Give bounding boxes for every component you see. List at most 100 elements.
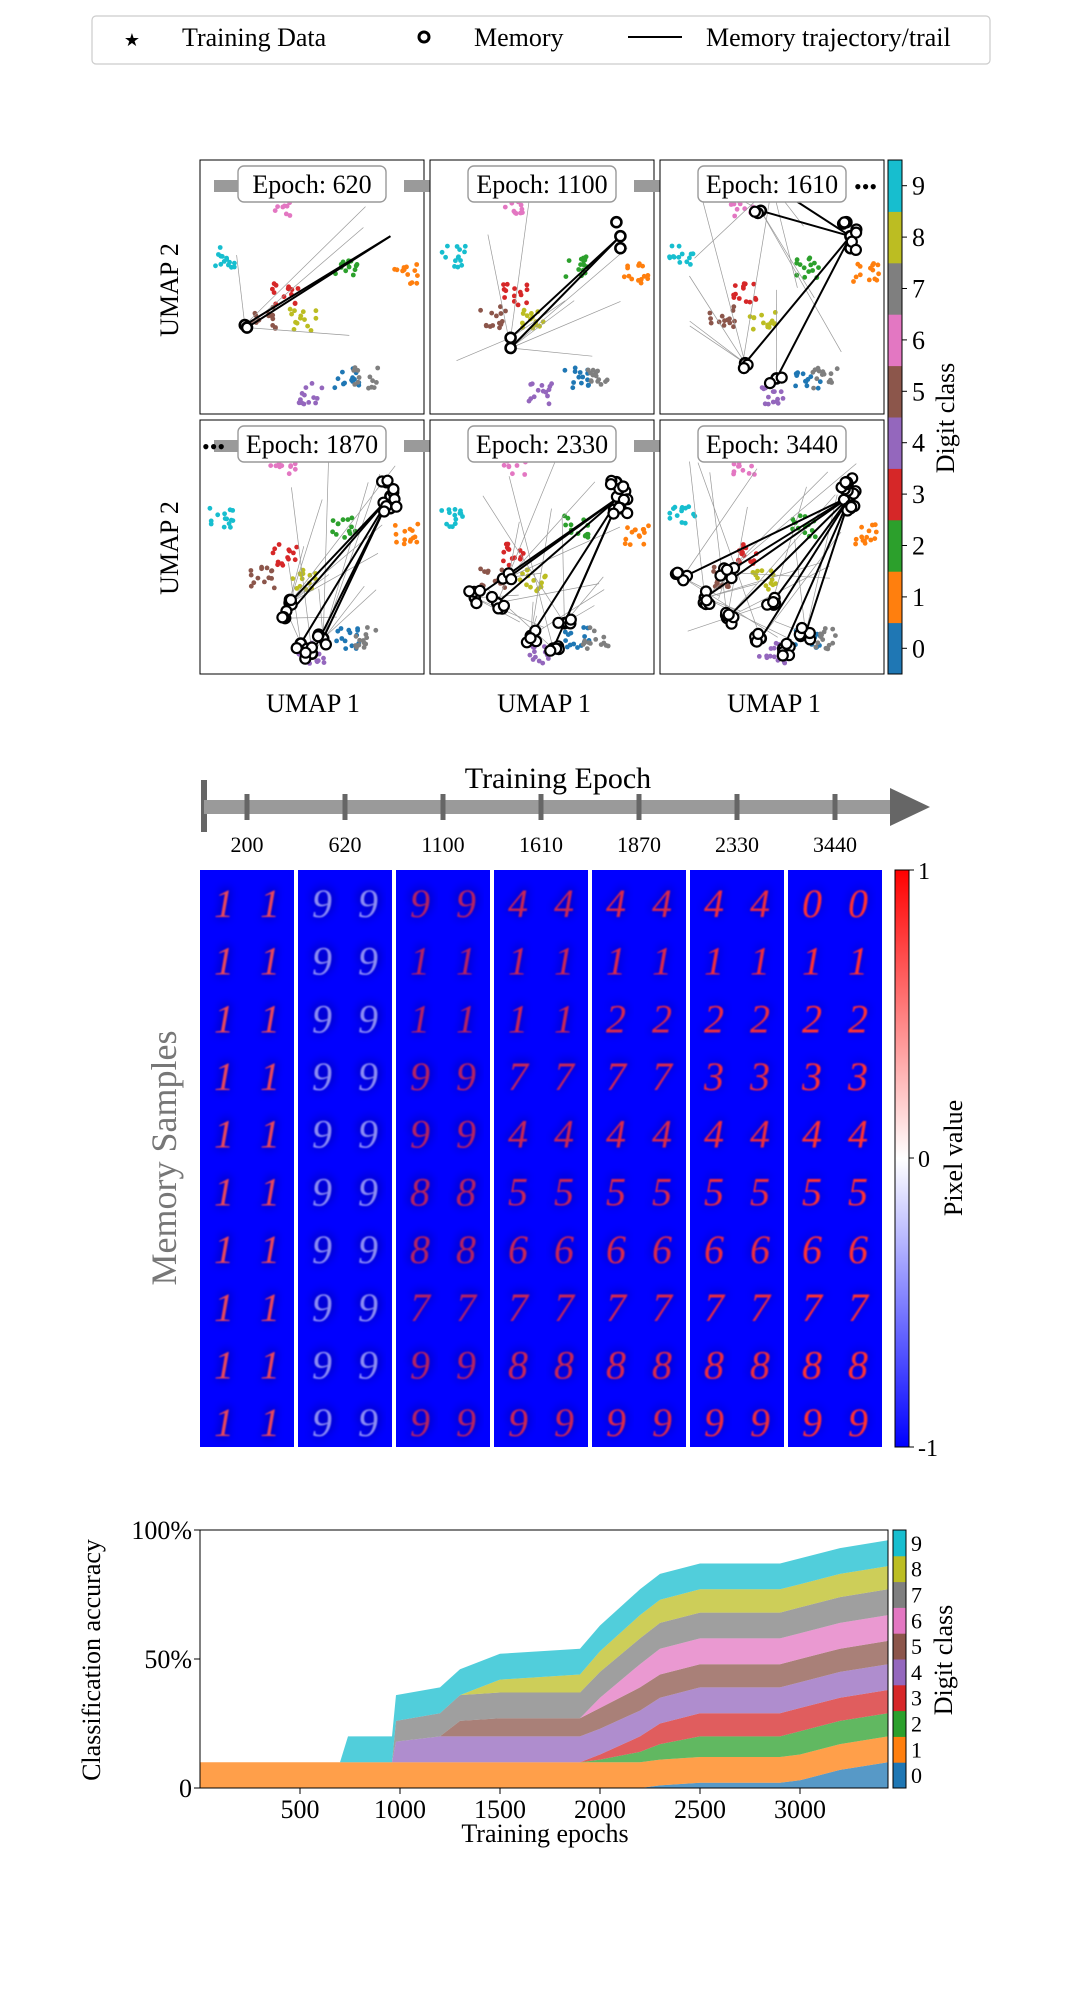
colorbar-tick-label: 4 (912, 429, 925, 458)
memory-sample-halo: 1 (259, 1224, 281, 1273)
training-data-point (819, 372, 825, 377)
training-data-point (576, 267, 582, 272)
memory-trail-faint (497, 583, 600, 604)
memory-trail-faint (456, 337, 511, 362)
training-data-point (458, 508, 463, 514)
training-data-point (806, 269, 812, 274)
memory-sample-halo: 9 (311, 1224, 333, 1273)
memory-sample-digit: 6 (554, 1227, 574, 1272)
memory-sample-halo: 7 (409, 1282, 433, 1331)
training-data-point (353, 633, 359, 639)
training-data-point (582, 634, 587, 639)
training-data-point (834, 366, 840, 372)
memory-trail-faint (530, 508, 552, 636)
memory-sample-digit: 9 (410, 881, 430, 926)
memory-trail-faint (530, 589, 605, 637)
memory-sample-digit: 5 (802, 1169, 822, 1214)
training-data-point (626, 273, 632, 279)
colorbar-swatch-5 (888, 365, 902, 418)
training-data-point (598, 642, 604, 647)
memory-sample-halo: 5 (749, 1166, 771, 1215)
umap-panel-frame (199, 419, 425, 675)
sample-column (396, 870, 490, 1447)
training-data-point (684, 259, 690, 265)
umap-colorbar: 0 1 2 3 4 5 6 7 8 9 (887, 159, 925, 675)
training-data-point (751, 281, 757, 287)
training-data-point (793, 383, 798, 389)
memory-trail-faint (699, 191, 746, 364)
training-data-point (346, 264, 352, 270)
training-data-point (803, 378, 808, 384)
memory-sample-halo: 5 (507, 1166, 529, 1215)
memory-sample-digit: 4 (652, 881, 672, 926)
memory-sample-halo: 9 (455, 1051, 477, 1100)
memory-sample-digit: 0 (848, 881, 868, 926)
training-data-point (571, 641, 577, 647)
memory-sample-halo: 9 (311, 1109, 333, 1158)
acc-colorbar-tick-label: 5 (911, 1634, 922, 1659)
memory-sample-digit: 1 (214, 881, 234, 926)
training-data-point (731, 292, 736, 298)
memory-sample-halo: 4 (507, 878, 529, 927)
training-data-point (218, 261, 224, 267)
training-data-point (581, 262, 587, 268)
training-data-point (761, 320, 766, 326)
training-data-point (401, 541, 407, 547)
memory-sample-digit: 9 (312, 1112, 332, 1157)
continuation-dots: ••• (854, 174, 877, 199)
memory-sample-digit: 1 (456, 939, 476, 984)
training-data-point (515, 302, 521, 308)
memory-sample-digit: 8 (802, 1342, 822, 1387)
training-data-point (518, 202, 524, 208)
memory-sample-digit: 5 (554, 1169, 574, 1214)
training-data-point (546, 387, 552, 393)
training-data-point (286, 471, 292, 477)
training-data-point (721, 323, 727, 328)
training-data-point (598, 382, 604, 387)
accuracy-area-class-6 (200, 1615, 888, 1763)
memory-point (607, 507, 620, 520)
memory-sample-halo: 9 (357, 993, 379, 1042)
acc-colorbar-tick-label: 2 (911, 1712, 922, 1737)
training-data-point (731, 304, 737, 310)
memory-sample-halo: 7 (553, 1051, 577, 1100)
memory-sample-halo: 8 (455, 1166, 477, 1215)
umap-colorbar-label: Digit class (931, 363, 960, 474)
memory-sample-digit: 1 (606, 939, 626, 984)
training-data-point (872, 536, 878, 541)
memory-trail-faint (487, 234, 511, 349)
training-data-point (830, 626, 836, 632)
training-data-point (275, 204, 280, 209)
training-data-point (812, 260, 817, 266)
memory-trail-faint (285, 616, 337, 619)
training-data-point (502, 204, 508, 210)
memory-trail-faint (726, 471, 829, 573)
accuracy-area-class-3 (200, 1690, 888, 1763)
training-data-point (287, 548, 292, 554)
memory-sample-halo: 6 (507, 1224, 529, 1273)
memory-sample-digit: 9 (410, 1112, 430, 1157)
colorbar-swatch-9 (888, 160, 902, 212)
epoch-label: Epoch: 3440 (706, 430, 838, 459)
memory-sample-digit: 1 (260, 996, 280, 1041)
memory-sample-halo: 4 (703, 1109, 725, 1158)
training-data-point (802, 274, 808, 280)
training-data-point (804, 383, 810, 389)
training-data-point (571, 380, 576, 385)
acc-colorbar-tick-label: 1 (911, 1737, 922, 1762)
acc-colorbar-swatch-9 (893, 1530, 906, 1557)
memory-point (838, 216, 851, 229)
training-data-point (759, 568, 765, 574)
memory-trajectory (284, 495, 392, 619)
y-tick-label: 0 (179, 1774, 192, 1803)
epoch-arrow-head (890, 788, 930, 826)
umap-xlabel-2: UMAP 1 (497, 689, 591, 718)
memory-trail-faint (474, 597, 545, 628)
training-data-point (478, 307, 483, 313)
memory-point (470, 597, 483, 610)
memory-sample-digit: 9 (358, 1169, 378, 1214)
memory-sample-halo: 6 (749, 1224, 771, 1273)
memory-sample-halo: 8 (409, 1166, 431, 1215)
training-data-point (288, 464, 293, 469)
